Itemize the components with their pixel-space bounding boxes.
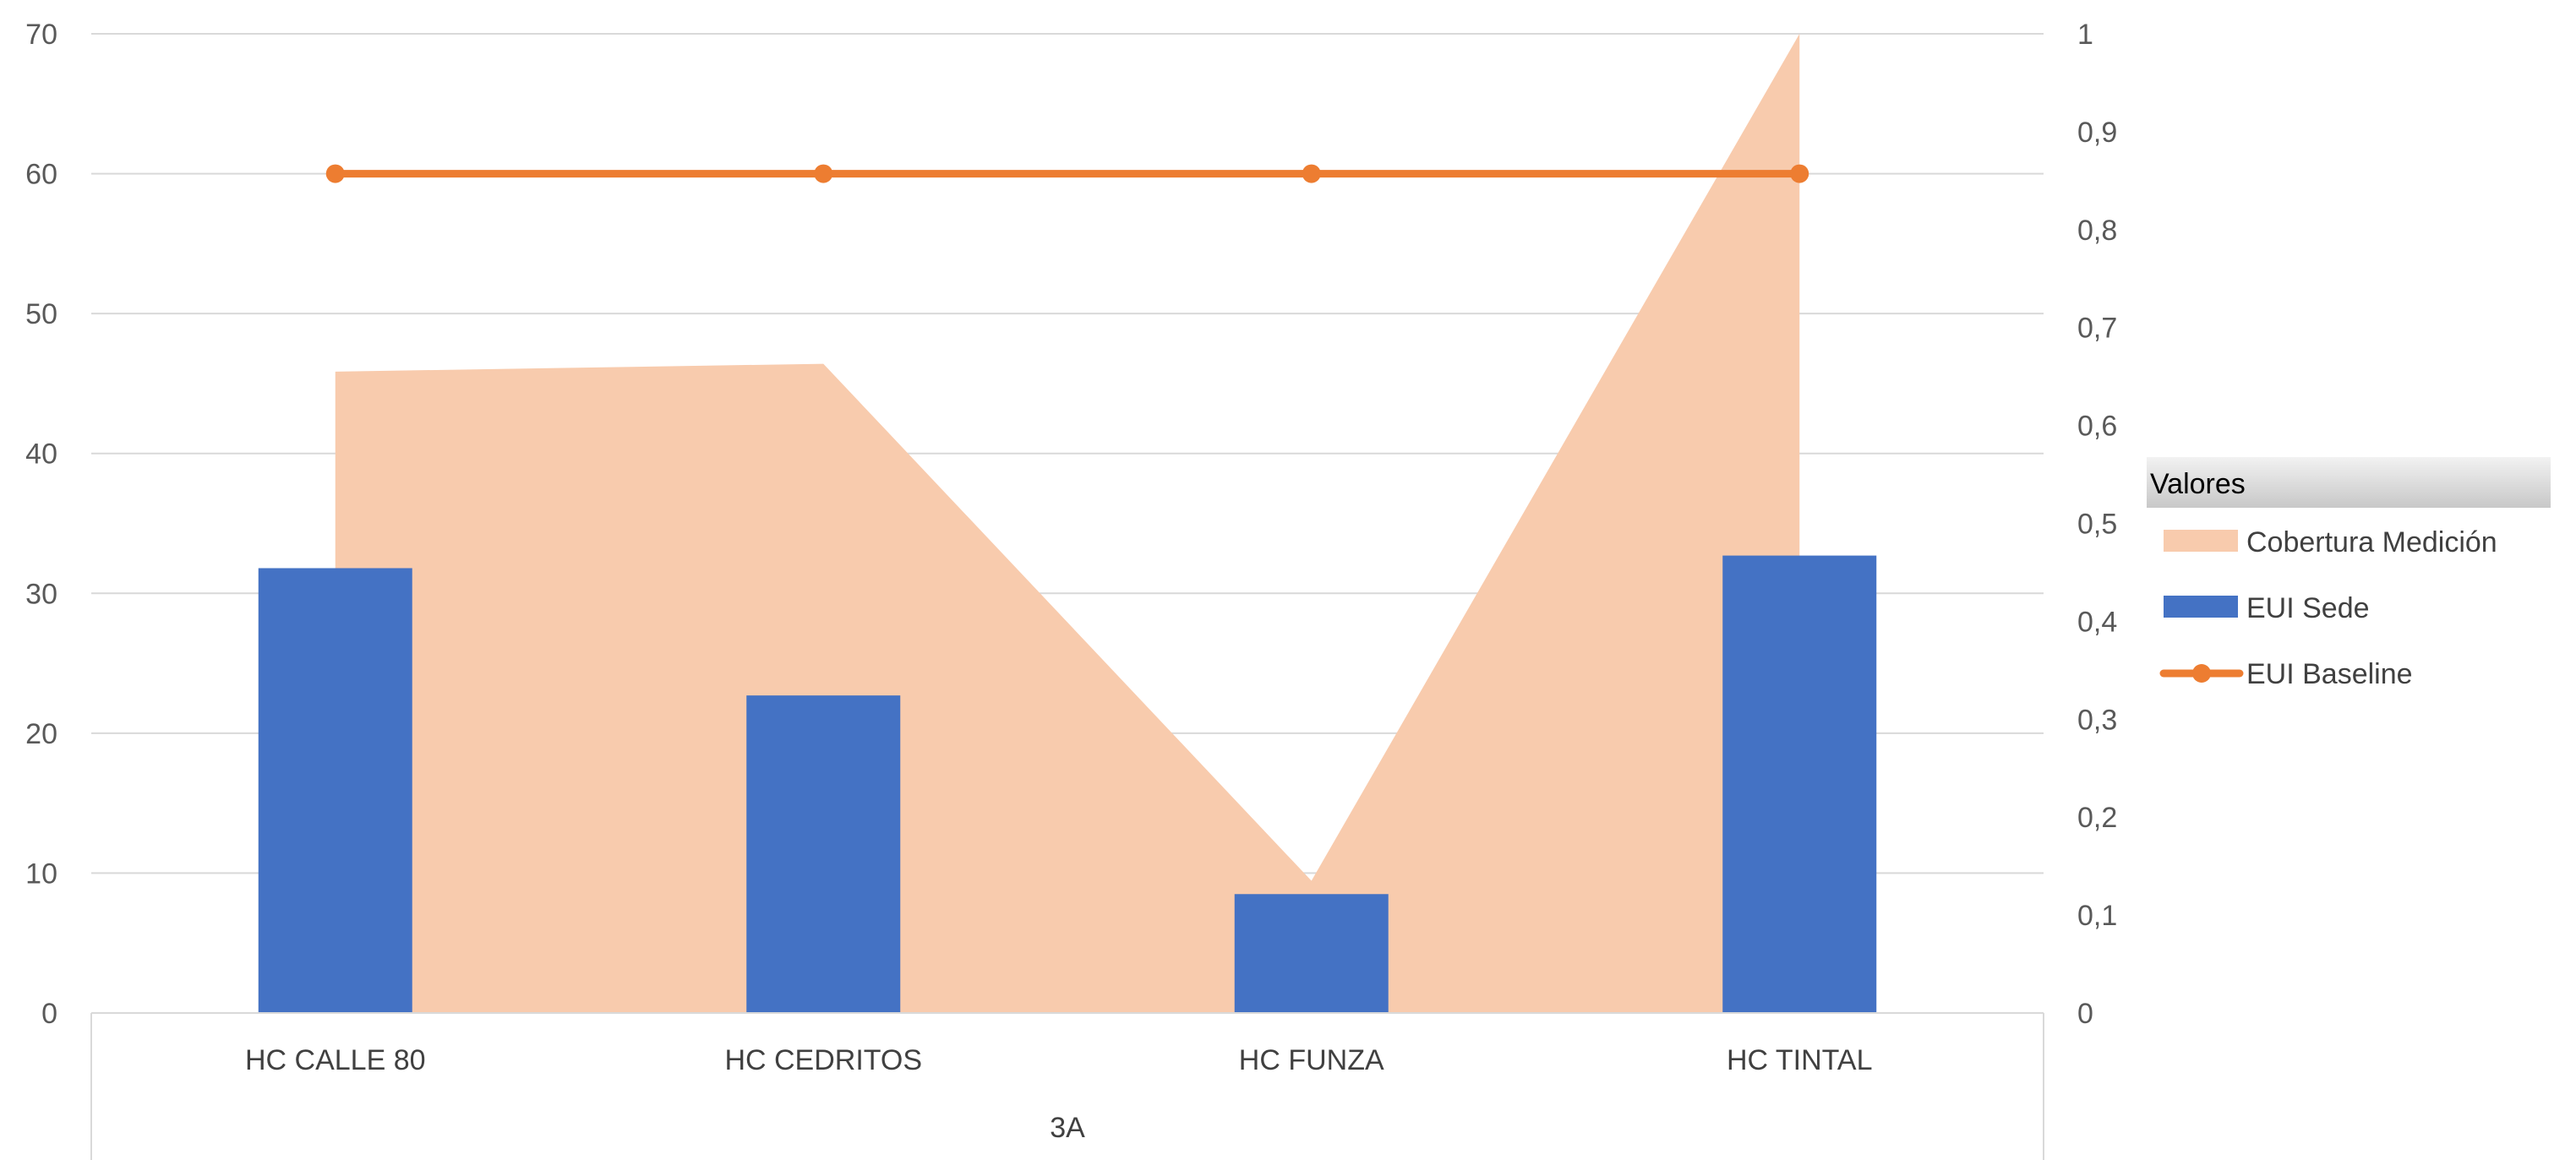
- legend-label-eui-baseline: EUI Baseline: [2246, 658, 2413, 690]
- cobertura-area-series: [335, 34, 1800, 1013]
- y-right-tick-label: 0,5: [2077, 509, 2117, 541]
- eui-baseline-point-hc-funza: [1302, 164, 1321, 183]
- y-right-tick-label: 0,2: [2077, 802, 2117, 834]
- legend-key-eui-sede: [2164, 596, 2238, 618]
- y-right-tick-label: 0,1: [2077, 900, 2117, 932]
- eui-sede-bar-series: [258, 555, 1877, 1013]
- y-left-tick-label: 70: [25, 19, 57, 51]
- bar-hc-cedritos: [746, 695, 901, 1013]
- y-right-tick-label: 1: [2077, 19, 2093, 51]
- eui-baseline-point-hc-tintal: [1790, 164, 1809, 183]
- bar-hc-funza: [1234, 894, 1389, 1013]
- bar-hc-calle-80: [258, 568, 412, 1013]
- y-right-tick-label: 0,7: [2077, 313, 2117, 345]
- y-left-tick-label: 0: [41, 998, 57, 1030]
- cobertura-medicion-area: [335, 34, 1800, 1013]
- y-left-tick-label: 30: [25, 578, 57, 610]
- eui-baseline-point-hc-cedritos: [814, 164, 833, 183]
- eui-baseline-point-hc-calle-80: [325, 164, 345, 183]
- y-right-tick-label: 0,8: [2077, 215, 2117, 247]
- legend-title-bar: [2147, 457, 2551, 508]
- y-right-tick-label: 0,6: [2077, 411, 2117, 443]
- axis-labels: 0 10 20 30 40 50 60 70 0 0,1 0,2 0,3 0,4 0,5 0,6 0,7 0,8…: [25, 19, 2117, 1144]
- x-tick-label-hc-calle-80: HC CALLE 80: [245, 1044, 426, 1076]
- y-left-tick-label: 10: [25, 858, 57, 890]
- y-right-tick-label: 0,3: [2077, 704, 2117, 736]
- eui-baseline-line-series: [325, 164, 1809, 183]
- legend-title: Valores: [2150, 468, 2246, 500]
- y-right-tick-label: 0,4: [2077, 606, 2117, 638]
- legend-key-eui-baseline-marker: [2192, 664, 2211, 683]
- x-tick-label-hc-cedritos: HC CEDRITOS: [724, 1044, 922, 1076]
- x-tick-label-hc-funza: HC FUNZA: [1239, 1044, 1384, 1076]
- legend-label-eui-sede: EUI Sede: [2246, 592, 2370, 624]
- bar-hc-tintal: [1722, 555, 1877, 1013]
- x-tick-label-hc-tintal: HC TINTAL: [1727, 1044, 1873, 1076]
- y-right-tick-label: 0: [2077, 998, 2093, 1030]
- y-right-tick-label: 0,9: [2077, 117, 2117, 149]
- y-left-tick-label: 50: [25, 298, 57, 330]
- legend-key-cobertura-medici-n: [2164, 530, 2238, 552]
- axes: [90, 1012, 2044, 1160]
- y-left-tick-label: 20: [25, 718, 57, 750]
- y-left-tick-label: 40: [25, 438, 57, 471]
- legend-label-cobertura-medici-n: Cobertura Medición: [2246, 526, 2497, 558]
- x-group-label: 3A: [1050, 1112, 1085, 1144]
- y-left-tick-label: 60: [25, 159, 57, 191]
